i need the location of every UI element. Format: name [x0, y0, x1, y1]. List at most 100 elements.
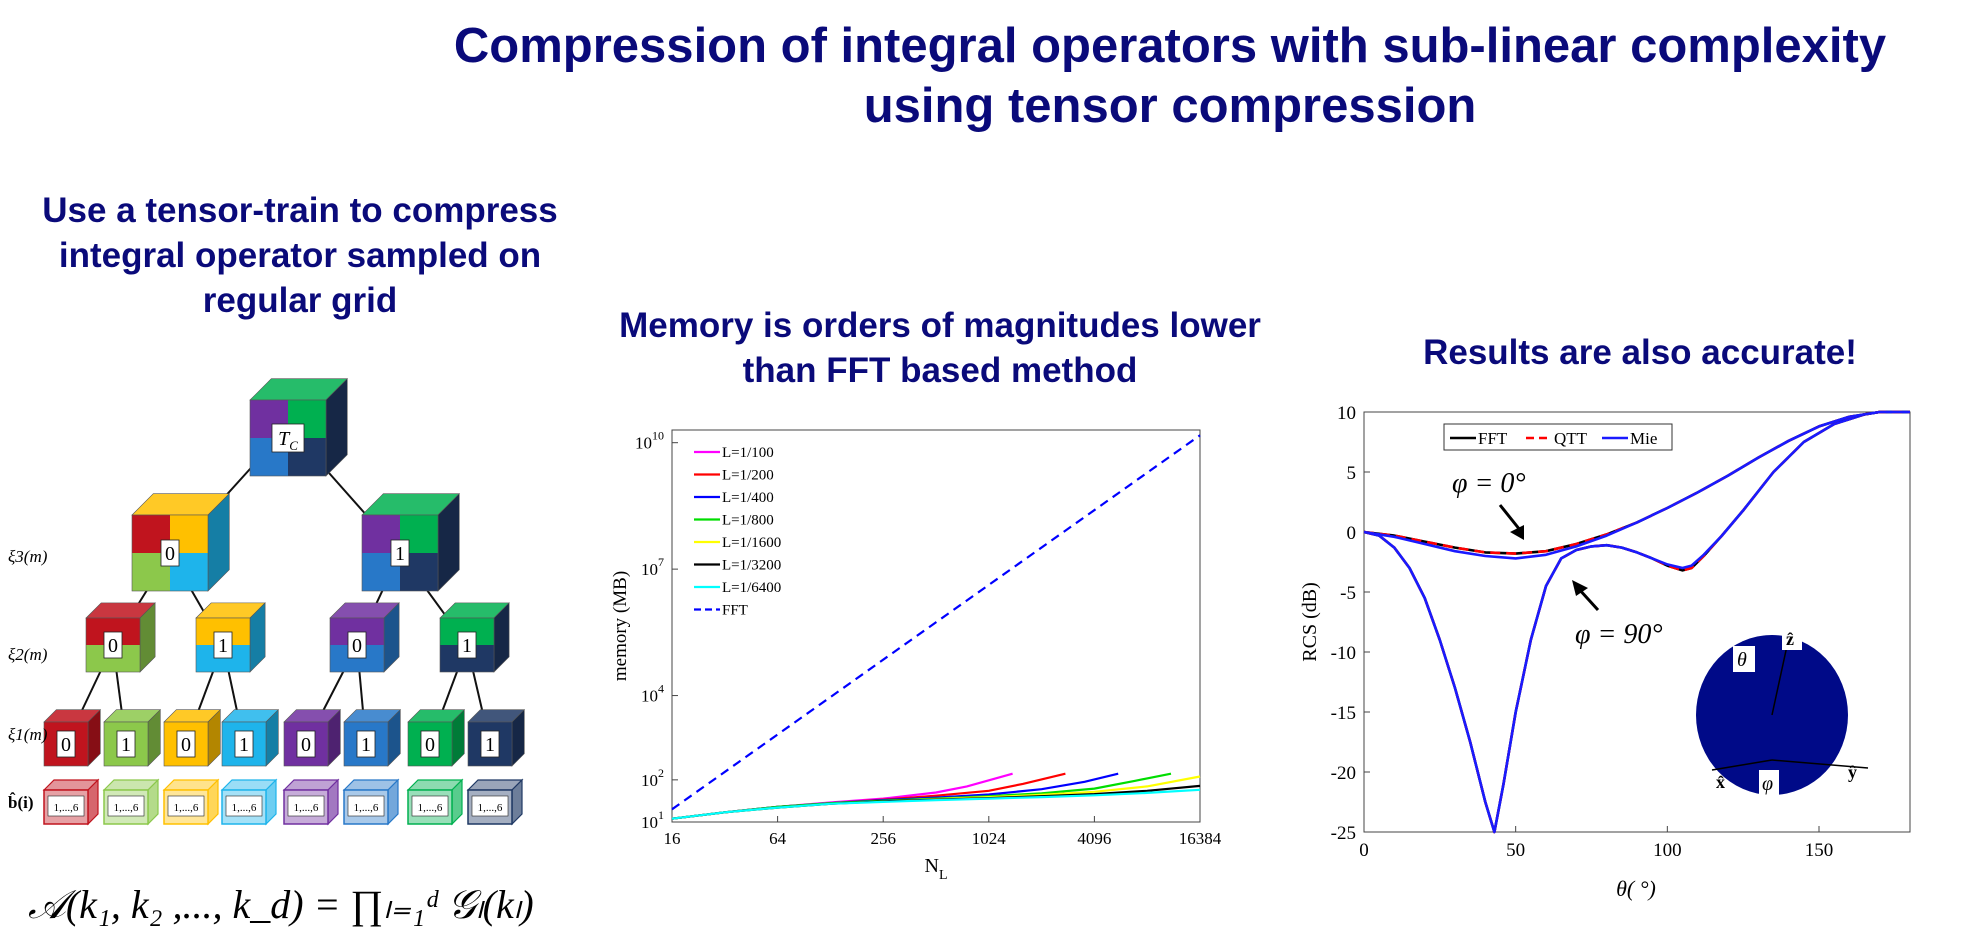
l2-label-0-box	[103, 631, 123, 659]
phi-label-box	[1759, 770, 1779, 796]
l3-node-0-outline	[131, 514, 209, 592]
leaf-cube-2: 1,...,6	[162, 778, 220, 826]
rcs-series-2	[1363, 410, 1910, 834]
inset-y-label: ŷ	[1848, 762, 1857, 782]
arrow-phi0	[1498, 504, 1522, 531]
l1-node-4-outline	[283, 721, 329, 767]
l2-node-2-outline	[329, 617, 385, 673]
l3-label-0-box	[160, 539, 180, 567]
l1-label-5-box	[356, 730, 376, 758]
l3-label-0: 0	[165, 543, 175, 565]
memory-plot-area	[671, 429, 1201, 823]
level-label-xi3: ξ3(m)	[8, 547, 48, 566]
l1-label-2-box	[176, 730, 196, 758]
leaf-label-2: 1,...,6	[174, 802, 199, 814]
y-axis-line	[1771, 759, 1869, 769]
mem-xtick-label-3: 1024	[972, 829, 1007, 848]
l2-label-1-box	[213, 631, 233, 659]
l1-label-6-box	[420, 730, 440, 758]
mem-legend-label-2: L=1/400	[722, 490, 774, 506]
leaf-labelbox-4	[287, 795, 325, 817]
mem-legend-label-1: L=1/200	[722, 468, 774, 484]
rcs-ytick-label-0: 10	[1337, 403, 1356, 424]
rcs-xtick-label-1: 50	[1506, 840, 1525, 861]
tensor-formula: 𝒜(k₁, k₂ ,..., k_d) = ∏ₗ₌₁ᵈ 𝒢ₗ(kₗ)	[28, 882, 534, 927]
leaf-labelbox-2	[167, 795, 205, 817]
rcs-ytick-label-1: 5	[1347, 463, 1357, 484]
leaf-label-4: 1,...,6	[294, 802, 319, 814]
leaf-cube-4: 1,...,6	[282, 778, 340, 826]
rcs-legend-box	[1443, 423, 1673, 451]
leaf-label-7: 1,...,6	[478, 802, 503, 814]
l1-label-3-box	[234, 730, 254, 758]
l3-label-1-box	[390, 539, 410, 567]
l1-node-5-outline	[343, 721, 389, 767]
leaf-labelbox-3	[225, 795, 263, 817]
leaf-cube-0: 1,...,6	[42, 778, 100, 826]
l1-node-1-outline	[103, 721, 149, 767]
leaf-cube-7: 1,...,6	[466, 778, 524, 826]
l1-label-4-box	[296, 730, 316, 758]
root-label-box	[271, 423, 305, 453]
mem-legend-label-7: FFT	[722, 603, 748, 619]
l1-node-0-outline	[43, 721, 89, 767]
rcs-legend-label-1: QTT	[1554, 429, 1588, 448]
l2-node-1-outline	[195, 617, 251, 673]
mem-legend-label-6: L=1/6400	[722, 580, 781, 596]
inset-x-label: x̂	[1716, 772, 1725, 792]
l1-node-2-outline	[163, 721, 209, 767]
leaf-labelbox-6	[411, 795, 449, 817]
l2-label-3-box	[457, 631, 477, 659]
rcs-ylabel: RCS (dB)	[1299, 582, 1321, 661]
l3-node-0	[131, 492, 231, 592]
l3-node-1	[361, 492, 461, 592]
l1-label-6: 0	[425, 734, 435, 756]
l1-node-7-outline	[467, 721, 513, 767]
l1-label-3: 1	[239, 734, 249, 756]
l2-label-2: 0	[352, 635, 362, 657]
l2-node-3-outline	[439, 617, 495, 673]
l3-label-1: 1	[395, 543, 405, 565]
rcs-ytick-label-6: -20	[1331, 763, 1356, 784]
leaf-label-0: 1,...,6	[54, 802, 79, 814]
l1-label-1: 1	[121, 734, 131, 756]
leaf-cube-6: 1,...,6	[406, 778, 464, 826]
rcs-xtick-label-3: 150	[1805, 840, 1834, 861]
leaf-cube-1: 1,...,6	[102, 778, 160, 826]
right-caption: Results are also accurate!	[1423, 333, 1857, 372]
l3-node-1-outline	[361, 514, 439, 592]
l2-label-1: 1	[218, 635, 228, 657]
level-label-xi1: ξ1(m)	[8, 725, 48, 744]
root-node-outline	[249, 399, 327, 477]
l1-label-7: 1	[485, 734, 495, 756]
mem-series-6	[671, 788, 1201, 820]
leaf-label-1: 1,...,6	[114, 802, 139, 814]
arrow-phi90-head	[1572, 580, 1588, 596]
mem-legend-label-5: L=1/3200	[722, 558, 781, 574]
rcs-series-5	[1363, 410, 1910, 560]
arrow-phi0-head	[1510, 525, 1524, 540]
rcs-ytick-label-5: -15	[1331, 703, 1356, 724]
leaf-label-3: 1,...,6	[232, 802, 257, 814]
l1-node-3-outline	[221, 721, 267, 767]
level-label-b: b̂(i)	[8, 793, 34, 812]
l1-label-5: 1	[361, 734, 371, 756]
tree-nodes: TC0 10 1 0 10 1 0 1 0 1 0 11,...,6 1,...,6 1,...,6 1,.…	[42, 377, 526, 826]
rcs-ytick-label-4: -10	[1331, 643, 1356, 664]
mem-xtick-label-4: 4096	[1077, 829, 1111, 848]
middle-caption: Memory is orders of magnitudes lower tha…	[619, 306, 1261, 390]
leaf-labelbox-7	[471, 795, 509, 817]
rcs-ytick-label-7: -25	[1331, 823, 1356, 844]
l1-label-7-box	[480, 730, 500, 758]
mem-xtick-label-2: 256	[870, 829, 896, 848]
rcs-ytick-label-2: 0	[1347, 523, 1357, 544]
rcs-xlabel: θ( °)	[1616, 876, 1656, 901]
mem-xtick-label-0: 16	[664, 829, 681, 848]
rcs-xtick-label-2: 100	[1653, 840, 1682, 861]
l1-label-4: 0	[301, 734, 311, 756]
root-node	[249, 377, 349, 477]
z-label-box	[1782, 624, 1802, 650]
rcs-ytick-label-3: -5	[1340, 583, 1356, 604]
